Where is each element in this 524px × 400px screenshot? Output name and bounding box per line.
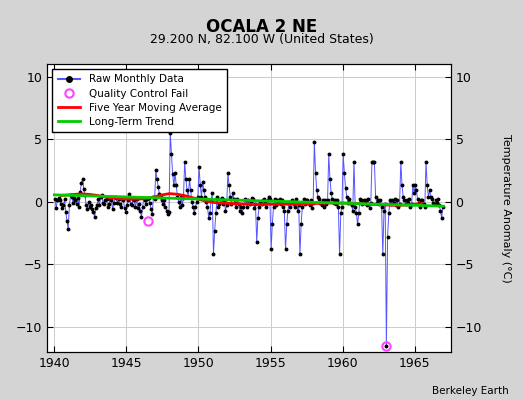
Text: OCALA 2 NE: OCALA 2 NE — [206, 18, 318, 36]
Text: 29.200 N, 82.100 W (United States): 29.200 N, 82.100 W (United States) — [150, 33, 374, 46]
Text: Berkeley Earth: Berkeley Earth — [432, 386, 508, 396]
Legend: Raw Monthly Data, Quality Control Fail, Five Year Moving Average, Long-Term Tren: Raw Monthly Data, Quality Control Fail, … — [52, 69, 227, 132]
Y-axis label: Temperature Anomaly (°C): Temperature Anomaly (°C) — [501, 134, 511, 282]
